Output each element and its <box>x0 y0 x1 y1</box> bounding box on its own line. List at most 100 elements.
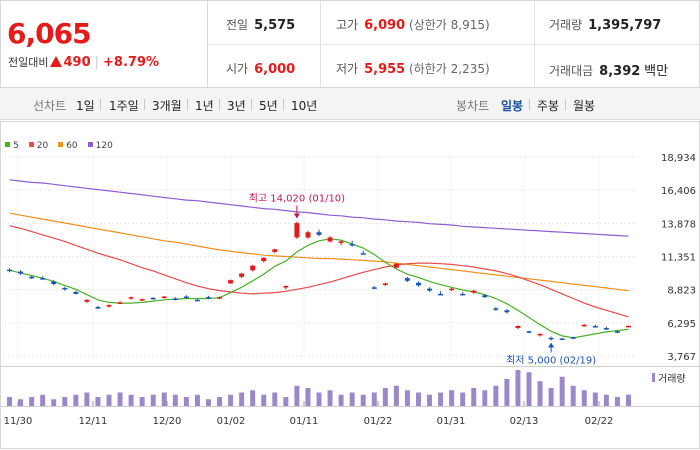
candle-body <box>84 299 90 302</box>
candle-body <box>239 273 245 277</box>
candle <box>7 268 13 273</box>
volume-bar <box>139 397 145 406</box>
legend-ma5[interactable]: 5 <box>5 141 19 151</box>
volume-bar <box>250 390 256 406</box>
volume-bar <box>581 390 587 406</box>
volume-bar <box>460 392 466 406</box>
candle-body <box>117 302 123 304</box>
legend-ma60[interactable]: 60 <box>58 141 78 151</box>
period-weekly-button[interactable]: 주봉 <box>537 99 560 113</box>
volume-bar <box>559 376 565 406</box>
period-1y-button[interactable]: 1년 <box>195 99 214 113</box>
y-axis-label: 11,351 <box>661 253 696 264</box>
period-3m-button[interactable]: 3개월 <box>152 99 182 113</box>
period-monthly-button[interactable]: 월봉 <box>573 99 596 113</box>
candle-body <box>559 338 565 341</box>
candle <box>117 301 123 304</box>
candle-body <box>172 298 178 300</box>
volume-bar <box>614 397 620 406</box>
x-axis-label: 01/11 <box>290 416 319 427</box>
x-axis-label: 12/11 <box>79 416 108 427</box>
legend-ma20[interactable]: 20 <box>28 141 48 151</box>
stat-label: 전일 <box>226 18 249 32</box>
candle <box>73 290 79 295</box>
stat-value: 6,090 <box>364 18 406 33</box>
candle-body <box>316 232 322 235</box>
candle-body <box>371 287 377 289</box>
candle <box>128 296 134 300</box>
volume-bar <box>471 388 477 406</box>
ma5-line <box>9 238 629 339</box>
candle-body <box>427 288 433 291</box>
volume-bar <box>261 394 267 406</box>
volume-bar <box>51 399 57 406</box>
ma120-line <box>9 179 629 237</box>
candle <box>194 298 200 302</box>
volume-bar <box>493 385 499 406</box>
volume-bar <box>73 394 79 406</box>
candle-body <box>415 282 421 286</box>
candle <box>228 279 234 285</box>
volume-bar <box>106 394 112 406</box>
period-1w-button[interactable]: 1주일 <box>109 99 139 113</box>
candle-body <box>327 237 333 242</box>
stat-label: 고가 <box>336 18 359 32</box>
stat-trade-amount: 거래대금 8,392 백만 <box>549 60 668 79</box>
candle <box>150 297 156 300</box>
candle-body <box>537 333 543 336</box>
volume-bar <box>349 392 355 406</box>
ma60-line <box>9 212 629 292</box>
candle <box>172 297 178 301</box>
candle <box>18 270 24 275</box>
candle <box>438 291 444 296</box>
candle <box>482 293 488 298</box>
candle-body <box>29 276 35 279</box>
divider <box>529 99 530 110</box>
candle <box>305 230 311 239</box>
divider <box>144 99 145 110</box>
candle-body <box>360 253 366 255</box>
legend-ma120[interactable]: 120 <box>87 141 113 151</box>
period-3y-button[interactable]: 3년 <box>227 99 246 113</box>
y-axis-label: 8,823 <box>667 286 696 297</box>
volume-bar <box>228 394 234 406</box>
candle <box>592 324 598 328</box>
candle-body <box>150 297 156 300</box>
volume-bar <box>449 390 455 406</box>
volume-bar <box>625 394 631 406</box>
volume-bar <box>427 394 433 406</box>
period-1d-button[interactable]: 1일 <box>76 99 95 113</box>
high-annotation: 최고 14,020 (01/10) <box>249 192 345 204</box>
x-axis-label: 02/13 <box>510 416 539 427</box>
stat-value: 5,955 <box>364 62 406 77</box>
candle-body <box>515 326 521 329</box>
lower-limit: (하한가 2,235) <box>409 62 490 76</box>
volume-bar <box>415 392 421 406</box>
candle-body <box>382 283 388 285</box>
volume-bar <box>603 394 609 406</box>
candle <box>84 299 90 304</box>
volume-bar <box>150 394 156 406</box>
period-daily-button[interactable]: 일봉 <box>501 99 524 113</box>
candle-body <box>526 331 532 333</box>
volume-bar <box>283 397 289 406</box>
candle <box>603 326 609 330</box>
candle-body <box>404 278 410 281</box>
candle <box>382 282 388 287</box>
candle <box>393 263 399 269</box>
stat-label: 거래량 <box>549 18 583 32</box>
divider <box>187 99 188 110</box>
candle-body <box>493 308 499 310</box>
ma20-line <box>9 225 629 318</box>
candle-body <box>183 296 189 299</box>
period-5y-button[interactable]: 5년 <box>259 99 278 113</box>
candle <box>371 286 377 290</box>
stat-low: 저가 5,955 (하한가 2,235) <box>336 60 490 77</box>
y-axis-label: 13,878 <box>661 219 696 230</box>
volume-bar <box>526 372 532 406</box>
candle-body <box>128 297 134 299</box>
volume-bar <box>537 381 543 406</box>
period-10y-button[interactable]: 10년 <box>291 99 318 113</box>
change-label: 전일대비 <box>8 56 49 69</box>
stat-value: 8,392 <box>599 64 641 79</box>
